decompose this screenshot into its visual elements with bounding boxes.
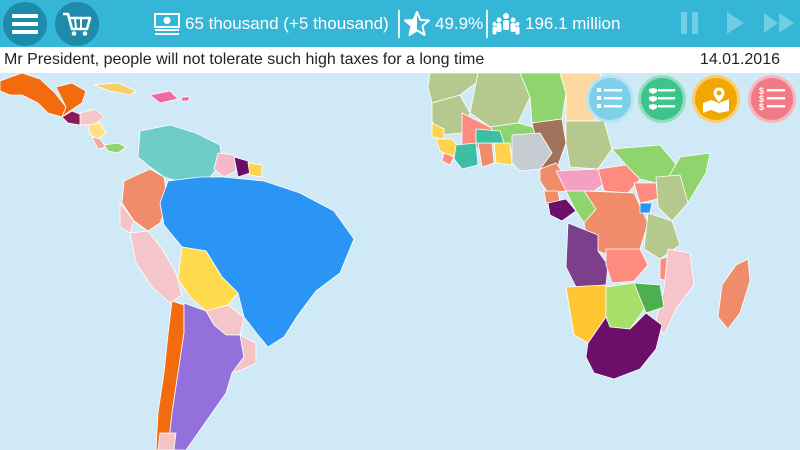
map-button[interactable] bbox=[692, 75, 740, 123]
nicaragua[interactable] bbox=[87, 122, 107, 140]
rating-value: 49.9% bbox=[435, 13, 484, 33]
stat-separator bbox=[486, 10, 488, 38]
south-sudan[interactable] bbox=[597, 164, 641, 194]
panama[interactable] bbox=[103, 142, 127, 154]
mexico[interactable] bbox=[0, 73, 67, 118]
advisor-message: Mr President, people will not tolerate s… bbox=[4, 51, 485, 68]
shopping-cart-icon bbox=[63, 12, 92, 36]
colombia[interactable] bbox=[121, 168, 169, 232]
world-map[interactable] bbox=[0, 73, 800, 450]
angola[interactable] bbox=[565, 222, 609, 288]
laws-button[interactable] bbox=[586, 75, 634, 123]
budget-list-icon: $ $ $ bbox=[759, 86, 785, 112]
message-bar: Mr President, people will not tolerate s… bbox=[0, 47, 800, 73]
guyana[interactable] bbox=[213, 152, 237, 178]
togo-benin[interactable] bbox=[493, 142, 513, 166]
svg-text:$: $ bbox=[759, 102, 764, 112]
uruguay[interactable] bbox=[231, 334, 257, 374]
shop-button[interactable] bbox=[55, 2, 99, 46]
budget-button[interactable]: $ $ $ bbox=[748, 75, 796, 123]
cuba[interactable] bbox=[93, 82, 137, 96]
security-list-icon bbox=[649, 88, 675, 110]
mozambique[interactable] bbox=[655, 248, 695, 336]
population-value: 196.1 million bbox=[525, 13, 621, 33]
mexico-east[interactable] bbox=[55, 82, 87, 118]
zambia[interactable] bbox=[605, 248, 649, 284]
pause-icon[interactable] bbox=[680, 11, 700, 35]
kenya[interactable] bbox=[655, 174, 689, 222]
security-button[interactable] bbox=[638, 75, 686, 123]
money-stat[interactable]: 65 thousand (+5 thousand) bbox=[154, 0, 389, 47]
population-icon bbox=[492, 12, 520, 34]
money-value: 65 thousand (+5 thousand) bbox=[185, 13, 389, 33]
fast-forward-icon[interactable] bbox=[763, 11, 795, 35]
zimbabwe[interactable] bbox=[633, 282, 665, 314]
tierra[interactable] bbox=[157, 432, 177, 450]
peru[interactable] bbox=[129, 230, 183, 304]
play-icon[interactable] bbox=[725, 11, 745, 35]
laws-list-icon bbox=[597, 88, 622, 108]
star-rating-icon bbox=[404, 10, 430, 36]
burkina[interactable] bbox=[475, 128, 505, 144]
game-date: 14.01.2016 bbox=[699, 51, 780, 68]
rwanda[interactable] bbox=[639, 202, 653, 214]
car[interactable] bbox=[555, 168, 609, 192]
south-africa[interactable] bbox=[585, 312, 663, 380]
madagascar[interactable] bbox=[717, 258, 751, 330]
sierra-leone[interactable] bbox=[441, 152, 455, 166]
honduras[interactable] bbox=[79, 108, 105, 126]
haiti-dr[interactable] bbox=[149, 90, 179, 104]
svg-text:$: $ bbox=[759, 86, 764, 96]
ivory-coast[interactable] bbox=[453, 142, 479, 170]
french-guiana[interactable] bbox=[247, 162, 263, 178]
rating-stat[interactable]: 49.9% bbox=[404, 0, 483, 47]
menu-button[interactable] bbox=[3, 2, 47, 46]
top-bar: 65 thousand (+5 thousand) 49.9% 196.1 mi… bbox=[0, 0, 800, 47]
svg-text:$: $ bbox=[759, 94, 764, 104]
stat-separator bbox=[398, 10, 400, 38]
gabon[interactable] bbox=[547, 198, 577, 222]
population-stat[interactable]: 196.1 million bbox=[492, 0, 620, 47]
argentina[interactable] bbox=[167, 302, 245, 450]
map-location-icon bbox=[703, 86, 729, 113]
money-icon bbox=[154, 12, 180, 35]
puerto-rico[interactable] bbox=[180, 96, 191, 102]
hamburger-menu-icon bbox=[12, 14, 38, 34]
